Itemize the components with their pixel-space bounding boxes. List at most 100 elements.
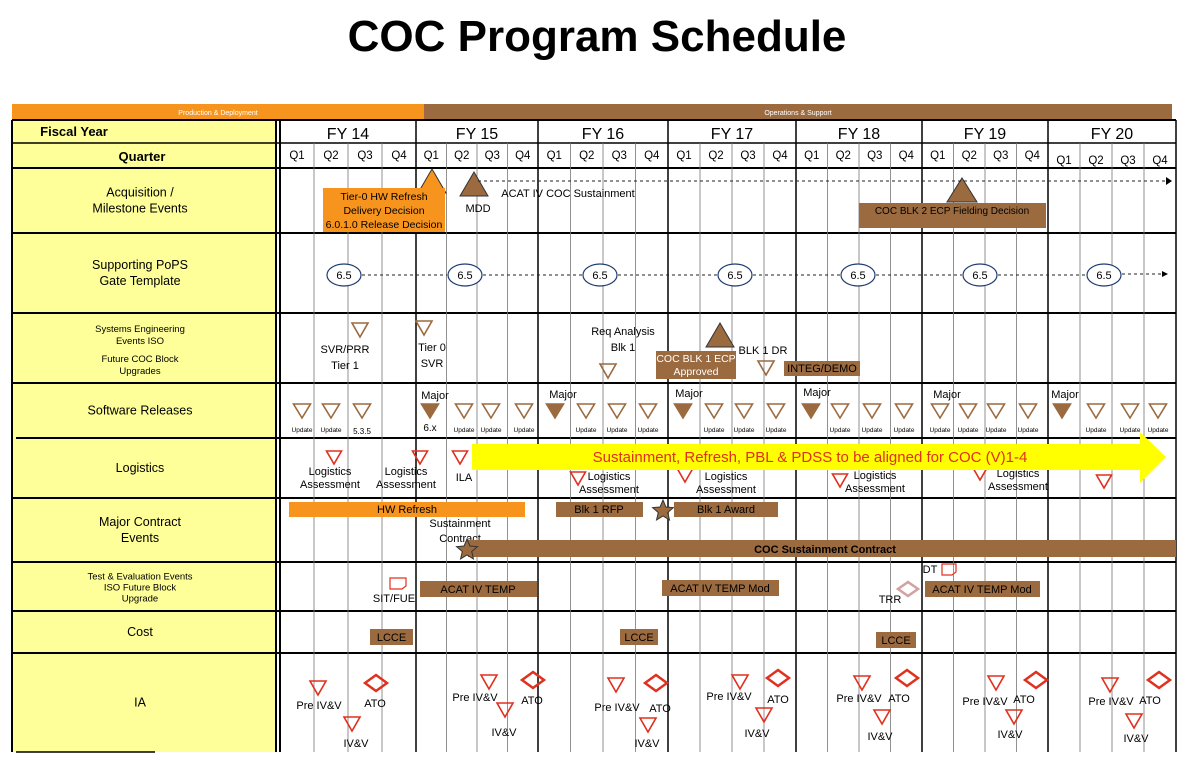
blk1-ecp-box (656, 351, 736, 379)
blk1-ecp-label: Approved (674, 366, 719, 378)
acat-temp-mod-label-2: ACAT IV TEMP Mod (932, 584, 1031, 596)
se-triangle (598, 363, 618, 380)
update-label: Update (607, 427, 628, 434)
blk1-ecp-label: COC BLK 1 ECP (656, 353, 735, 365)
software-release-triangle (830, 403, 850, 420)
pops-gate-oval (1086, 263, 1122, 287)
ia-pre-ivv-triangle (479, 674, 499, 691)
quarter-label: Q3 (867, 150, 882, 162)
row-label-se: Events ISO (116, 336, 164, 347)
ia-ivv-label: IV&V (491, 727, 517, 739)
tier0-svr-label: SVR (421, 358, 444, 370)
ila-label: ILA (456, 472, 473, 484)
software-release-triangle (292, 403, 312, 420)
logistics-assessment-label: Logistics (385, 466, 428, 478)
row-label-pops: Supporting PoPS (92, 258, 188, 272)
ia-pre-ivv-label: Pre IV&V (706, 691, 752, 703)
ia-ato-diamond (642, 673, 670, 693)
ia-pre-ivv-triangle (730, 674, 750, 691)
blk1-dr-triangle (705, 322, 735, 348)
row-label-se: Upgrades (119, 366, 160, 377)
ia-ato-diamond (362, 673, 390, 693)
ia-pre-ivv-triangle (986, 675, 1006, 692)
logistics-banner-text: Sustainment, Refresh, PBL & PDSS to be a… (593, 449, 1028, 466)
acat-sustainment-label: ACAT IV COC Sustainment (501, 188, 634, 200)
update-label: Update (481, 427, 502, 434)
pops-gate-label: 6.5 (972, 270, 987, 282)
update-label: Update (292, 427, 313, 434)
req-analysis-label: Req Analysis (591, 326, 655, 338)
acat-temp-mod-box-2 (925, 581, 1040, 597)
update-label: Update (830, 427, 851, 434)
logistics-assessment-label: Assessment (696, 484, 756, 496)
tier0-svr-label: Tier 0 (418, 342, 446, 354)
row-label-te: Test & Evaluation Events (87, 572, 192, 583)
pops-gate-oval (447, 263, 483, 287)
software-release-triangle (801, 403, 821, 420)
phase-production-label: Production & Deployment (178, 110, 257, 117)
software-release-triangle (704, 403, 724, 420)
quarter-label: Q1 (547, 150, 562, 162)
ia-pre-ivv-label: Pre IV&V (836, 693, 882, 705)
row-label-te: ISO Future Block (104, 583, 177, 594)
quarter-label: Q4 (391, 150, 407, 162)
lcce-box (876, 632, 916, 648)
software-release-triangle (894, 403, 914, 420)
row-label-cost: Cost (127, 625, 153, 639)
ia-ato-label: ATO (364, 698, 386, 710)
ia-pre-ivv-label: Pre IV&V (452, 692, 498, 704)
quarter-label: Q1 (804, 150, 819, 162)
ia-ato-label: ATO (767, 694, 789, 706)
ia-ivv-triangle (1124, 713, 1144, 730)
logistics-triangle (676, 468, 694, 484)
software-release-triangle (638, 403, 658, 420)
hw-refresh-label: HW Refresh (377, 504, 437, 516)
ia-ato-label: ATO (1013, 694, 1035, 706)
major-release-label: Major (675, 388, 703, 400)
software-release-triangle (1148, 403, 1168, 420)
pops-gate-oval (962, 263, 998, 287)
quarter-label: Q1 (930, 150, 945, 162)
major-release-label: Major (933, 389, 961, 401)
update-label: Update (1086, 427, 1107, 434)
ia-ivv-label: IV&V (997, 729, 1023, 741)
quarter-label: Q2 (579, 150, 594, 162)
fiscal-year-4: FY 18 (838, 126, 881, 143)
ia-ivv-label: IV&V (744, 728, 770, 740)
lcce-box (370, 629, 413, 645)
award-star-icon (651, 498, 675, 521)
integ-demo-box (784, 361, 860, 376)
ia-ivv-label: IV&V (1123, 733, 1149, 745)
update-label: Update (1148, 427, 1169, 434)
software-release-triangle (352, 403, 372, 420)
fiscal-year-3: FY 17 (711, 126, 754, 143)
pops-gate-label: 6.5 (336, 270, 351, 282)
quarter-label: Q3 (485, 150, 500, 162)
lcce-label: LCCE (881, 635, 910, 647)
ia-ivv-triangle (872, 709, 892, 726)
ia-ivv-triangle (495, 702, 515, 719)
version-535-label: 5.3.5 (353, 427, 371, 436)
row-label-acq: Acquisition / (106, 186, 174, 200)
ia-pre-ivv-label: Pre IV&V (962, 696, 1008, 708)
integ-demo-label: INTEG/DEMO (787, 363, 857, 375)
update-label: Update (514, 427, 535, 434)
ia-ivv-triangle (754, 707, 774, 724)
row-label-sw: Software Releases (88, 404, 193, 418)
ia-ato-label: ATO (649, 703, 671, 715)
quarter-label: Q2 (708, 150, 723, 162)
logistics-assessment-label: Assessment (300, 479, 360, 491)
logistics-assessment-label: Assessment (845, 483, 905, 495)
update-label: Update (638, 427, 659, 434)
quarter-label: Q1 (1056, 155, 1071, 167)
pops-gate-oval (326, 263, 362, 287)
quarter-label: Q1 (424, 150, 439, 162)
fiscal-year-5: FY 19 (964, 126, 1007, 143)
sit-fue-label: SIT/FUE (373, 593, 415, 605)
major-release-label: Major (1051, 389, 1079, 401)
logistics-assessment-label: Logistics (588, 471, 631, 483)
logistics-triangle (831, 473, 849, 489)
quarter-label: Q3 (357, 150, 372, 162)
logistics-triangle (451, 450, 469, 466)
label-column (12, 120, 276, 752)
